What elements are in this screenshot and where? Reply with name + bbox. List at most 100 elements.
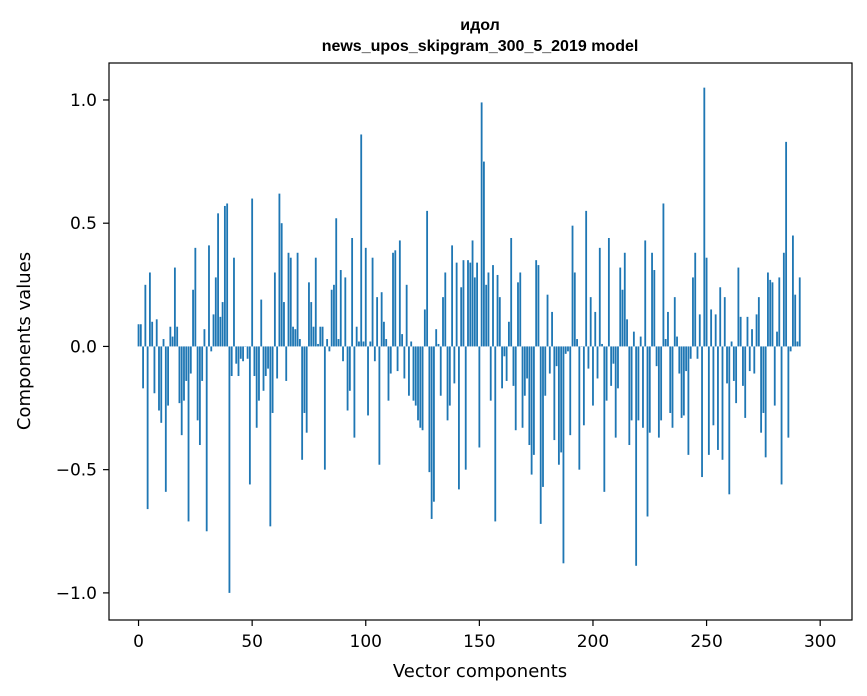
bar-76: [310, 302, 313, 347]
y-tick-label: 1.0: [70, 91, 97, 111]
bar-55: [262, 346, 265, 391]
bar-206: [605, 346, 608, 401]
bar-244: [692, 277, 694, 347]
bar-227: [653, 270, 656, 347]
bar-274: [760, 346, 763, 433]
bar-77: [312, 326, 315, 347]
bar-126: [423, 309, 426, 347]
bar-108: [383, 321, 385, 347]
bar-199: [589, 297, 592, 347]
bar-264: [737, 267, 740, 347]
bar-159: [498, 297, 501, 347]
bar-270: [751, 329, 753, 347]
bar-95: [353, 346, 356, 438]
bar-154: [487, 272, 490, 347]
bar-278: [769, 279, 772, 347]
bar-205: [603, 346, 606, 492]
bar-285: [785, 141, 788, 347]
bar-203: [598, 247, 601, 347]
bar-21: [185, 346, 188, 381]
bar-257: [721, 346, 724, 460]
bar-29: [203, 329, 206, 347]
bar-219: [635, 346, 638, 566]
x-axis-label: Vector components: [393, 661, 567, 682]
bar-106: [378, 346, 381, 465]
bar-19: [180, 346, 183, 436]
bar-97: [358, 341, 360, 347]
bar-241: [685, 346, 688, 372]
bar-86: [333, 284, 335, 347]
bar-173: [530, 346, 533, 475]
bar-66: [287, 252, 290, 347]
bar-61: [276, 346, 279, 379]
bar-99: [362, 341, 365, 347]
bar-163: [507, 321, 510, 347]
bar-167: [517, 282, 519, 347]
bar-103: [371, 257, 374, 347]
bar-222: [642, 346, 644, 428]
bar-262: [732, 346, 735, 381]
bar-250: [705, 257, 708, 347]
bar-33: [212, 314, 215, 347]
bar-214: [623, 252, 626, 347]
bar-187: [562, 346, 565, 564]
bar-104: [373, 346, 376, 362]
bar-210: [614, 346, 617, 438]
bar-124: [419, 346, 422, 428]
bar-243: [689, 346, 692, 359]
bar-207: [607, 237, 610, 347]
bar-255: [717, 346, 719, 450]
bar-171: [526, 346, 528, 379]
bar-286: [787, 346, 790, 438]
bar-49: [248, 346, 251, 485]
bar-15: [171, 336, 174, 347]
bar-143: [462, 260, 465, 347]
bar-169: [521, 346, 524, 428]
chart-subtitle: news_upos_skipgram_300_5_2019 model: [322, 38, 639, 55]
y-tick-label: 0.0: [70, 337, 97, 357]
x-tick-label: 250: [690, 632, 722, 652]
bar-73: [303, 346, 306, 413]
y-axis-ticks: −1.0 −0.5 0.0 0.5 1.0: [56, 91, 109, 604]
bar-263: [735, 346, 738, 404]
bar-288: [792, 235, 794, 347]
bar-245: [694, 252, 697, 347]
bar-230: [660, 346, 663, 421]
bar-180: [546, 294, 549, 347]
bar-60: [273, 272, 276, 347]
bar-5: [148, 272, 151, 347]
bar-51: [253, 346, 256, 377]
bar-118: [405, 284, 408, 347]
bar-249: [703, 87, 706, 347]
bar-220: [637, 346, 640, 421]
bar-62: [278, 193, 281, 347]
bar-64: [283, 302, 285, 347]
bar-218: [632, 331, 635, 347]
bar-197: [585, 210, 588, 347]
bar-212: [619, 267, 622, 347]
bar-164: [510, 237, 513, 347]
bar-7: [153, 346, 156, 394]
bar-98: [360, 134, 363, 347]
bar-58: [269, 346, 272, 527]
bar-57: [267, 346, 269, 369]
bar-65: [285, 346, 288, 381]
bar-190: [569, 346, 572, 436]
x-tick-label: 0: [133, 632, 144, 652]
bar-157: [494, 346, 497, 522]
bar-34: [214, 277, 217, 347]
bar-131: [435, 329, 438, 347]
bar-27: [198, 346, 201, 446]
bar-22: [187, 346, 190, 522]
bar-68: [292, 326, 294, 347]
bar-135: [444, 272, 447, 347]
bar-229: [657, 346, 660, 438]
bar-14: [169, 326, 172, 347]
bar-78: [314, 257, 317, 347]
bar-43: [235, 346, 238, 364]
bar-242: [687, 346, 690, 455]
bar-246: [696, 346, 699, 359]
bar-26: [196, 346, 199, 421]
bar-290: [796, 341, 799, 347]
bar-1: [139, 324, 142, 347]
